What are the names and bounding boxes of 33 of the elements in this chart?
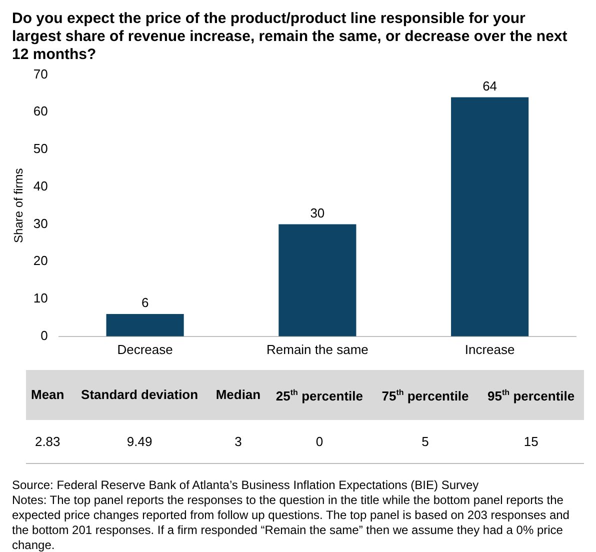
- y-tick-label: 70: [33, 66, 48, 82]
- data-label: 5: [372, 420, 478, 464]
- data-label: 0: [266, 420, 372, 464]
- x-tick-label: Decrease: [117, 342, 173, 357]
- category-label: Mean: [26, 370, 70, 420]
- data-label: 2.83: [26, 420, 70, 464]
- y-tick-label: 0: [40, 328, 48, 343]
- y-tick-label: 10: [33, 290, 48, 306]
- data-label: 64: [482, 78, 498, 94]
- chart-title: Do you expect the price of the product/product line responsible for your largest share of revenue increase, remain the same, or decrease over the next 12 months?: [11, 9, 568, 64]
- y-tick-label: 40: [33, 178, 48, 194]
- data-label: 30: [310, 205, 325, 220]
- y-tick-label: 30: [33, 216, 48, 231]
- category-label: Standard deviation: [69, 370, 210, 420]
- bar: [451, 97, 529, 336]
- y-tick-label: 20: [33, 253, 48, 268]
- x-tick-label: Remain the same: [266, 342, 368, 357]
- category-label: 95$^{th}$ percentile: [478, 370, 584, 420]
- bar: [106, 314, 184, 336]
- data-label: 9.49: [69, 420, 210, 464]
- data-label: 15: [478, 420, 584, 464]
- data-label: 6: [141, 295, 149, 310]
- data-label: 3: [210, 420, 267, 464]
- y-axis-title: Share of firms: [12, 168, 26, 243]
- source-note: Source: Federal Reserve Bank of Atlanta’s Business Inflation Expectations (BIE) Survey: [12, 478, 480, 493]
- bar: [278, 224, 356, 336]
- y-tick-label: 50: [33, 141, 48, 156]
- x-tick-label: Increase: [464, 342, 515, 357]
- category-label: 25$^{th}$ percentile: [266, 370, 372, 420]
- text: Notes: The top panel reports the responses to the question in the title while the bottom panel reports the expected price changes reported from follow up questions. The top panel is based on 203 responses and the bottom 201 responses. If a firm responded “Remain the same” then we assume they had a 0% price change.: [12, 493, 570, 552]
- category-label: 75$^{th}$ percentile: [372, 370, 478, 420]
- y-tick-label: 60: [33, 104, 48, 119]
- category-label: Median: [210, 370, 267, 420]
